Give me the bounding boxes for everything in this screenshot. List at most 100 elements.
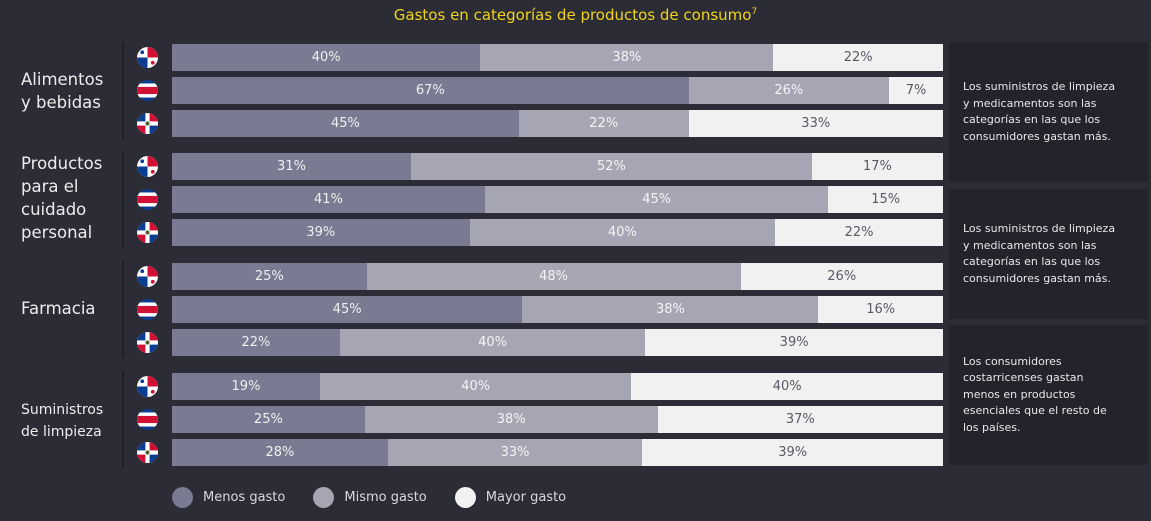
- data-label: 33%: [500, 445, 530, 460]
- bar-segment-menos: 31%: [172, 153, 411, 180]
- bar-segment-mismo: 38%: [522, 296, 819, 323]
- data-label: 31%: [277, 159, 306, 174]
- data-label: 52%: [597, 159, 626, 174]
- data-label: 26%: [827, 269, 857, 284]
- bar-segment-mismo: 45%: [484, 186, 829, 213]
- group-divider: [122, 42, 124, 139]
- bar-segment-menos: 25%: [172, 263, 367, 290]
- bar-segment-menos: 40%: [172, 44, 481, 71]
- stacked-bar-row: 25% 48% 26%: [172, 263, 943, 290]
- panama-flag-icon: [137, 156, 158, 177]
- data-label: 7%: [905, 83, 927, 98]
- bar-segment-mismo: 40%: [339, 329, 646, 356]
- data-label: 15%: [871, 192, 901, 207]
- annotation-box-2: Los suministros de limpieza y medicament…: [949, 189, 1148, 319]
- bar-segment-menos: 19%: [172, 373, 320, 400]
- bar-segment-mismo: 38%: [364, 406, 658, 433]
- bar-segment-mayor: 33%: [688, 110, 943, 137]
- legend-item-mayor: Mayor gasto: [454, 487, 567, 508]
- bar-segment-menos: 67%: [172, 77, 689, 104]
- data-label: 67%: [415, 83, 445, 98]
- data-label: 39%: [779, 335, 809, 350]
- data-label: 38%: [612, 50, 642, 65]
- bar-segment-mayor: 26%: [740, 263, 943, 290]
- bar-segment-mayor: 40%: [631, 373, 943, 400]
- annotation-box-1: Los suministros de limpieza y medicament…: [949, 42, 1148, 182]
- stacked-bar-row: 31% 52% 17%: [172, 153, 943, 180]
- group-divider: [122, 261, 124, 358]
- costa-rica-flag-icon: [137, 189, 158, 210]
- data-label: 22%: [844, 225, 874, 240]
- stacked-bar-row: 45% 38% 16%: [172, 296, 943, 323]
- bar-segment-mismo: 22%: [518, 110, 689, 137]
- stacked-bar-row: 39% 40% 22%: [172, 219, 943, 246]
- data-label: 40%: [478, 335, 508, 350]
- bar-segment-menos: 22%: [172, 329, 340, 356]
- data-label: 22%: [589, 116, 619, 131]
- bar-segment-mayor: 16%: [818, 296, 943, 323]
- legend-swatch-mayor: [454, 487, 476, 508]
- legend-item-menos: Menos gasto: [172, 487, 285, 508]
- chart-title-text: Gastos en categorías de productos de con…: [393, 6, 752, 24]
- legend-swatch-mismo: [313, 487, 335, 508]
- bar-segment-mismo: 48%: [366, 263, 741, 290]
- bar-segment-mayor: 15%: [828, 186, 943, 213]
- dominican-republic-flag-icon: [137, 332, 158, 353]
- dominican-republic-flag-icon: [137, 222, 158, 243]
- dominican-republic-flag-icon: [137, 113, 158, 134]
- bar-segment-menos: 45%: [172, 110, 519, 137]
- stacked-bar-row: 45% 22% 33%: [172, 110, 943, 137]
- annotation-text: Los suministros de limpieza y medicament…: [963, 222, 1116, 285]
- bar-segment-menos: 28%: [172, 439, 388, 466]
- legend-label: Menos gasto: [203, 490, 286, 505]
- bar-segment-mayor: 39%: [642, 439, 943, 466]
- bar-segment-mismo: 40%: [469, 219, 776, 246]
- chart-title: Gastos en categorías de productos de con…: [0, 6, 1151, 24]
- data-label: 39%: [306, 225, 336, 240]
- stacked-bar-row: 25% 38% 37%: [172, 406, 943, 433]
- data-label: 40%: [607, 225, 637, 240]
- bar-segment-mismo: 38%: [480, 44, 774, 71]
- costa-rica-flag-icon: [137, 299, 158, 320]
- data-label: 45%: [642, 192, 672, 207]
- data-label: 40%: [461, 379, 491, 394]
- bar-segment-mayor: 22%: [775, 219, 943, 246]
- data-label: 38%: [496, 412, 526, 427]
- group-divider: [122, 371, 124, 468]
- annotation-box-3: Los consumidores costarricenses gastan m…: [949, 325, 1148, 465]
- bar-segment-menos: 25%: [172, 406, 365, 433]
- annotation-text: Los suministros de limpieza y medicament…: [963, 80, 1116, 143]
- data-label: 40%: [772, 379, 802, 394]
- data-label: 38%: [655, 302, 685, 317]
- annotation-text: Los consumidores costarricenses gastan m…: [963, 354, 1107, 434]
- data-label: 41%: [314, 192, 343, 207]
- panama-flag-icon: [137, 266, 158, 287]
- stacked-bar-row: 19% 40% 40%: [172, 373, 943, 400]
- data-label: 39%: [778, 445, 808, 460]
- legend-label: Mayor gasto: [485, 490, 567, 505]
- data-label: 37%: [785, 412, 815, 427]
- bar-segment-menos: 41%: [172, 186, 485, 213]
- panama-flag-icon: [137, 47, 158, 68]
- bar-segment-menos: 45%: [172, 296, 523, 323]
- costa-rica-flag-icon: [137, 80, 158, 101]
- bar-segment-mayor: 7%: [889, 77, 943, 104]
- category-label: Productos para el cuidado personal: [21, 154, 103, 242]
- stacked-bar-row: 67% 26% 7%: [172, 77, 943, 104]
- legend-item-mismo: Mismo gasto: [313, 487, 427, 508]
- data-label: 22%: [241, 335, 271, 350]
- data-label: 16%: [866, 302, 896, 317]
- data-label: 48%: [539, 269, 569, 284]
- data-label: 40%: [311, 50, 341, 65]
- title-footnote: 7: [751, 7, 758, 17]
- data-label: 45%: [331, 116, 360, 131]
- bar-segment-mismo: 33%: [387, 439, 643, 466]
- data-label: 33%: [801, 116, 831, 131]
- bar-segment-mismo: 26%: [688, 77, 890, 104]
- legend: Menos gasto Mismo gasto Mayor gasto: [172, 487, 594, 508]
- data-label: 45%: [332, 302, 362, 317]
- bar-segment-mismo: 52%: [411, 153, 812, 180]
- data-label: 17%: [862, 159, 892, 174]
- group-divider: [122, 151, 124, 248]
- bar-segment-mismo: 40%: [319, 373, 632, 400]
